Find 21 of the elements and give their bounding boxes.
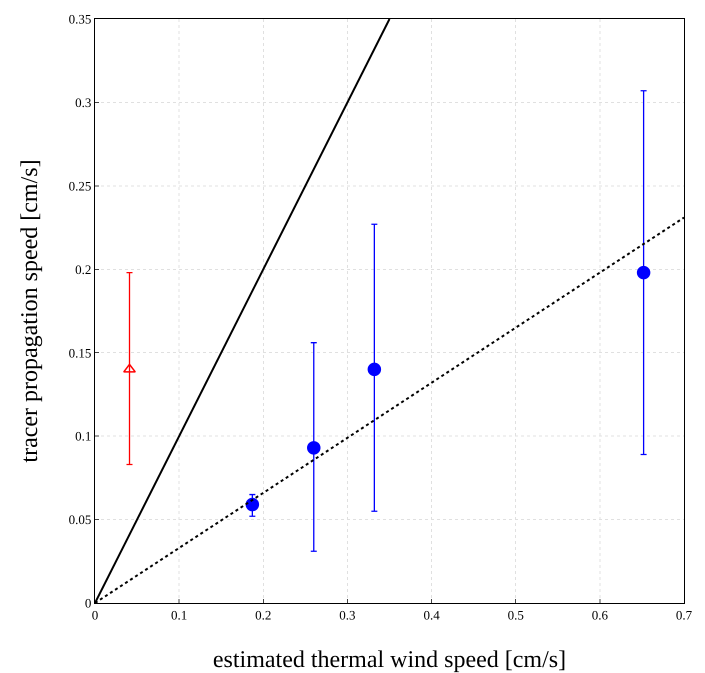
- x-tick-label: 0.1: [171, 608, 188, 623]
- y-tick-label: 0.15: [68, 345, 92, 360]
- y-axis-title: tracer propagation speed [cm/s]: [17, 159, 43, 463]
- y-tick-label: 0.1: [75, 428, 92, 444]
- point: [246, 498, 260, 512]
- y-tick-label: 0: [84, 596, 92, 611]
- point: [636, 266, 650, 280]
- y-tick-label: 0.2: [75, 262, 92, 277]
- y-tick-label: 0.3: [75, 94, 92, 110]
- x-tick-label: 0.4: [423, 608, 440, 623]
- x-tick-label: 0.6: [592, 608, 608, 623]
- y-tick-label: 0.25: [68, 178, 92, 194]
- x-axis-title: estimated thermal wind speed [cm/s]: [212, 647, 566, 673]
- x-tick-label: 0.2: [255, 608, 272, 623]
- x-tick-label: 0.7: [676, 608, 693, 623]
- y-tick-label: 0.35: [68, 12, 92, 27]
- x-tick-label: 0.5: [508, 608, 524, 623]
- y-tick-label: 0.05: [68, 512, 92, 528]
- point: [368, 362, 382, 376]
- x-tick-label: 0.3: [339, 608, 356, 623]
- point: [307, 441, 321, 455]
